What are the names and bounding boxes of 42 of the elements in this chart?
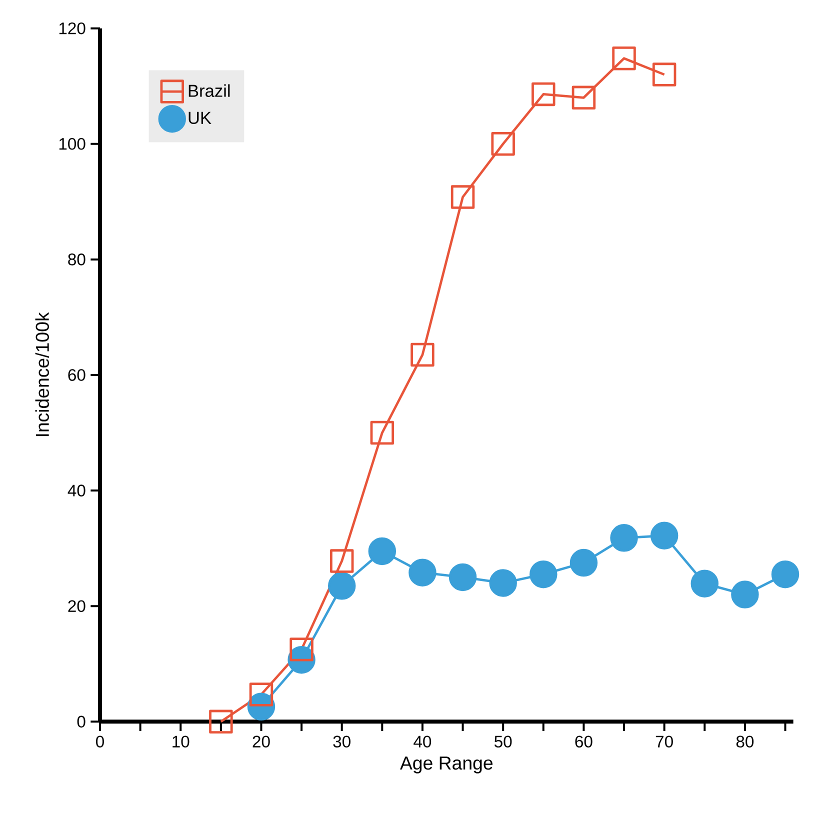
point — [491, 132, 515, 156]
point — [330, 549, 354, 573]
x-tick-label: 80 — [736, 736, 754, 748]
point — [209, 710, 233, 734]
point — [368, 537, 396, 566]
point — [408, 558, 436, 586]
y-tick-label: 80 — [68, 254, 86, 266]
point — [572, 86, 596, 110]
point — [610, 524, 638, 552]
y-tick-label: 120 — [59, 22, 86, 34]
y-tick-label: 40 — [68, 484, 86, 496]
y-tick-label: 20 — [68, 600, 86, 612]
point — [489, 569, 517, 597]
x-axis-title: Age Range — [400, 756, 492, 774]
legend-label: Brazil — [188, 84, 230, 97]
x-tick-label: 30 — [333, 736, 350, 748]
y-tick-label: 100 — [59, 138, 86, 150]
x-tick-label: 50 — [494, 736, 512, 748]
point — [570, 548, 598, 577]
point — [771, 560, 800, 588]
point — [370, 420, 394, 445]
point — [532, 82, 556, 106]
y-axis-title: Incidence/100k — [35, 312, 49, 436]
x-tick-label: 60 — [575, 736, 592, 748]
x-tick-label: 20 — [252, 736, 270, 748]
point — [530, 560, 558, 588]
point — [731, 580, 759, 608]
point — [650, 522, 678, 550]
x-tick-label: 0 — [96, 736, 104, 748]
point — [690, 570, 719, 598]
legend-label: UK — [188, 112, 212, 124]
y-tick-label: 0 — [77, 716, 86, 728]
y-tick-label: 60 — [68, 369, 86, 381]
x-tick-label: 10 — [172, 736, 190, 748]
point — [450, 185, 475, 209]
point — [652, 62, 676, 86]
point — [328, 572, 356, 600]
point — [612, 46, 636, 70]
x-tick-label: 40 — [414, 736, 432, 748]
point — [410, 342, 434, 367]
point — [448, 563, 477, 592]
x-tick-label: 70 — [656, 736, 673, 748]
